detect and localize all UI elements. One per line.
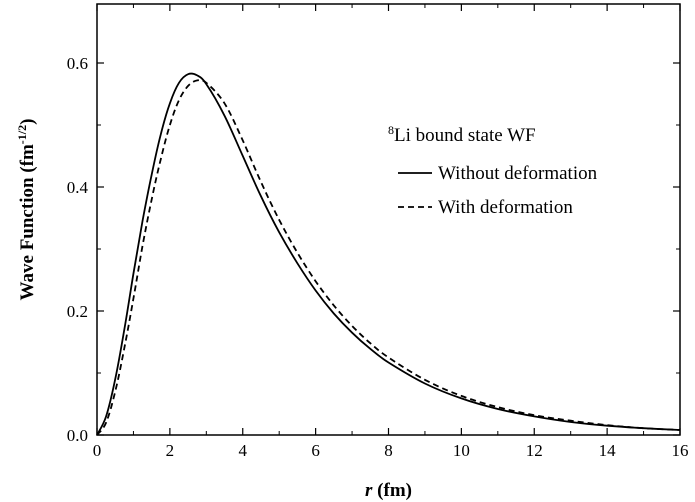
x-tick-label: 12 (526, 441, 543, 460)
y-tick-label: 0.0 (67, 426, 88, 445)
y-axis-label-main: Wave Function (fm (17, 144, 38, 300)
x-axis-variable: r (365, 480, 373, 501)
x-tick-label: 6 (311, 441, 320, 460)
tick-labels: 0 2 4 6 8 10 12 14 16 0.0 0.2 0.4 0.6 (67, 54, 689, 460)
legend-title-text: Li bound state WF (394, 125, 536, 146)
legend-title-mass-number: 8 (388, 123, 394, 137)
legend-label-1: Without deformation (438, 163, 598, 184)
y-tick-label: 0.6 (67, 54, 88, 73)
x-tick-label: 16 (672, 441, 689, 460)
legend: 8Li bound state WF Without deformation Wi… (388, 123, 598, 218)
x-axis-title: r (fm) (365, 480, 412, 501)
y-tick-label: 0.2 (67, 302, 88, 321)
x-tick-label: 4 (239, 441, 248, 460)
y-axis-label-close: ) (17, 119, 38, 125)
axis-ticks (96, 4, 681, 436)
x-tick-label: 2 (166, 441, 175, 460)
series-line-1 (96, 72, 681, 436)
legend-label-2: With deformation (438, 197, 573, 218)
series-layer (96, 72, 681, 436)
x-tick-label: 10 (453, 441, 470, 460)
y-tick-label: 0.4 (67, 178, 89, 197)
y-axis-label-exponent: -1/2 (15, 125, 29, 144)
plot-frame (96, 3, 681, 436)
x-tick-label: 0 (93, 441, 102, 460)
legend-title: 8Li bound state WF (388, 123, 536, 146)
x-axis-unit: (fm) (372, 480, 412, 501)
x-tick-label: 14 (599, 441, 617, 460)
x-tick-label: 8 (384, 441, 393, 460)
y-axis-title: Wave Function (fm-1/2) (15, 119, 38, 301)
